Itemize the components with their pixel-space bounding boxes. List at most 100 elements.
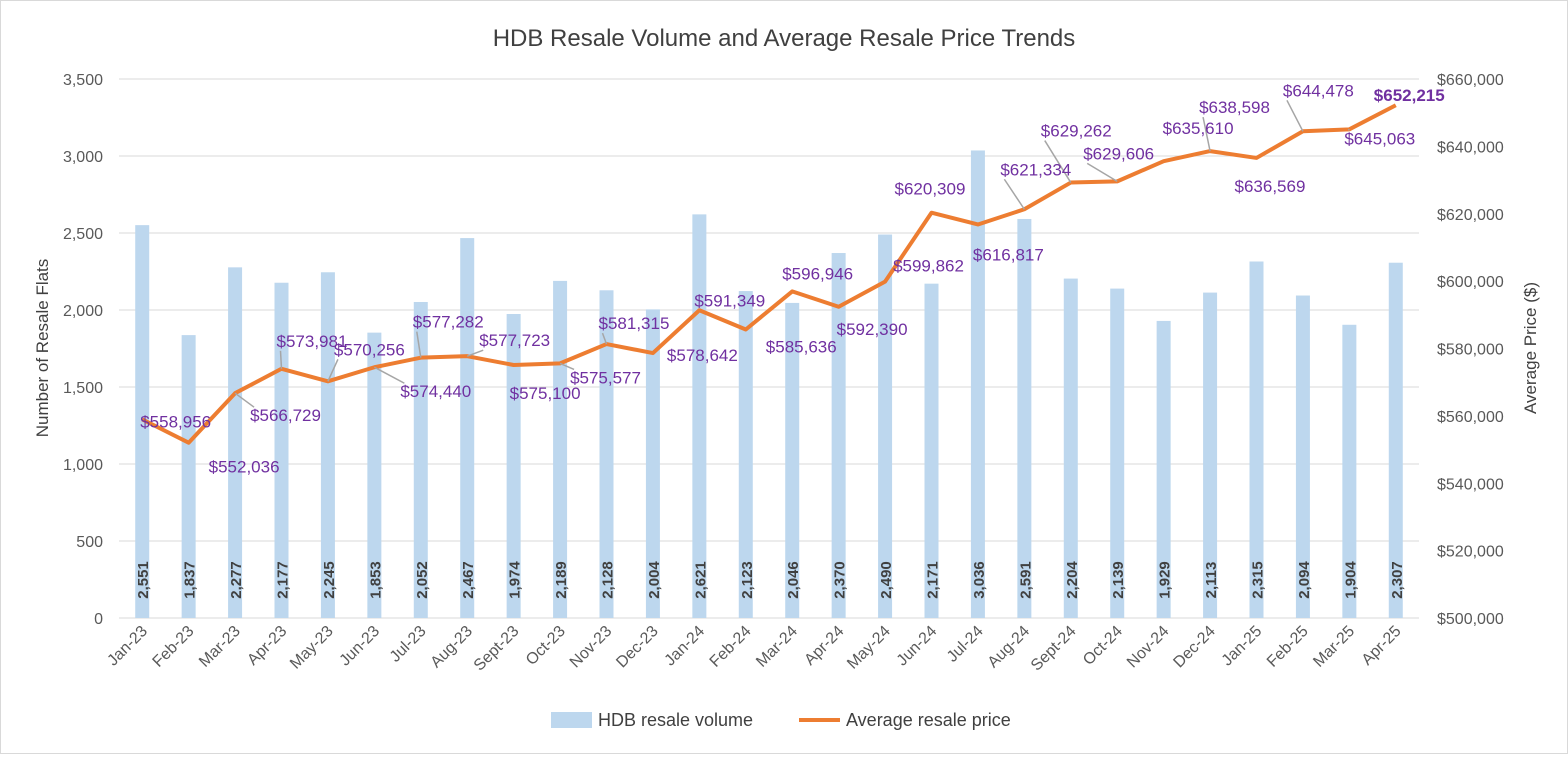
x-axis-tick-label: Mar-25	[1310, 623, 1358, 671]
volume-bar-label: 3,036	[971, 561, 988, 599]
left-axis-tick-label: 3,500	[63, 72, 103, 89]
volume-bar	[738, 291, 753, 618]
volume-bar	[506, 314, 521, 618]
price-label-leader	[1003, 178, 1025, 210]
price-data-label: $570,256	[334, 340, 405, 359]
price-label-leader	[327, 359, 339, 382]
price-data-label: $592,390	[837, 320, 908, 339]
price-data-label: $629,262	[1041, 122, 1112, 141]
x-axis-tick-label: Feb-23	[150, 623, 198, 671]
volume-bar	[367, 332, 382, 618]
right-axis-tick-label: $620,000	[1437, 207, 1504, 224]
x-axis-tick-label: Sept-23	[471, 623, 523, 675]
price-data-label: $573,981	[277, 332, 348, 351]
volume-bar-label: 2,113	[1203, 562, 1220, 599]
left-axis-tick-label: 2,000	[63, 303, 103, 320]
x-axis-tick-label: Mar-23	[196, 623, 244, 671]
volume-bar-label: 2,490	[878, 561, 895, 599]
legend-swatch-volume	[551, 712, 592, 728]
volume-bar	[1203, 292, 1218, 618]
x-axis-tick-label: Apr-23	[244, 623, 290, 669]
price-data-label: $635,610	[1163, 119, 1234, 138]
price-label-leader	[374, 366, 405, 384]
price-data-label: $566,729	[250, 406, 321, 425]
volume-bar-label: 2,315	[1250, 561, 1267, 599]
x-axis-tick-label: Oct-23	[523, 623, 569, 669]
left-axis-ticks: 0 500 1,000 1,500 2,000 2,500 3,000 3,500	[63, 72, 103, 628]
price-data-label: $574,440	[400, 382, 471, 401]
line-series	[141, 103, 1397, 445]
x-axis-tick-label: Jun-24	[894, 623, 941, 670]
price-label-leader	[1202, 116, 1211, 152]
volume-bar-label: 2,189	[553, 561, 570, 599]
x-axis-tick-label: Sept-24	[1028, 623, 1080, 675]
price-data-label: $629,606	[1083, 144, 1154, 163]
volume-bar-label: 2,139	[1110, 561, 1127, 599]
volume-bar	[1342, 324, 1357, 618]
price-data-label: $644,478	[1283, 81, 1354, 100]
volume-bar-label: 2,128	[600, 561, 617, 599]
volume-bar-label: 1,853	[367, 561, 384, 599]
volume-bar	[460, 238, 475, 618]
volume-bar-label: 2,123	[739, 561, 756, 599]
volume-bar-label: 2,094	[1296, 561, 1313, 599]
volume-bar	[831, 253, 846, 618]
x-axis-tick-label: Oct-24	[1080, 623, 1126, 669]
volume-bar	[1063, 278, 1078, 618]
price-data-label: $577,282	[413, 313, 484, 332]
price-data-label: $638,598	[1199, 98, 1270, 117]
price-data-label: $621,334	[1000, 160, 1071, 179]
volume-bar	[228, 267, 243, 618]
volume-bar	[181, 335, 196, 618]
volume-bar-label: 2,204	[1064, 561, 1081, 599]
x-axis-tick-label: Jan-25	[1219, 623, 1266, 670]
legend-label-volume: HDB resale volume	[598, 710, 753, 730]
price-label-leader	[1347, 128, 1350, 131]
left-axis-tick-label: 0	[94, 611, 103, 628]
price-label-leader	[1286, 99, 1304, 132]
legend-label-price: Average resale price	[846, 710, 1011, 730]
price-label-leader	[416, 331, 422, 358]
price-label-leader	[601, 332, 608, 345]
price-data-label: $581,315	[599, 314, 670, 333]
x-axis-tick-label: Dec-23	[613, 623, 662, 672]
x-axis-tick-label: Jul-23	[387, 623, 430, 666]
volume-bar	[320, 272, 335, 618]
volume-bar-label: 1,837	[182, 561, 199, 599]
left-axis-tick-label: 2,500	[63, 226, 103, 243]
volume-bar-label: 2,621	[692, 561, 709, 599]
volume-bar	[970, 150, 985, 618]
volume-bar	[1295, 295, 1310, 618]
volume-bar	[785, 302, 800, 618]
volume-bar-label: 2,052	[414, 561, 431, 599]
right-axis-tick-label: $540,000	[1437, 476, 1504, 493]
price-data-label: $596,946	[782, 264, 853, 283]
left-axis-tick-label: 3,000	[63, 149, 103, 166]
volume-bar	[1110, 288, 1125, 618]
volume-bar-label: 2,307	[1389, 561, 1406, 599]
leader-lines	[234, 99, 1350, 408]
right-axis-tick-label: $560,000	[1437, 409, 1504, 426]
legend: HDB resale volume Average resale price	[551, 710, 1011, 730]
volume-bar	[274, 282, 289, 618]
price-label-leader	[1044, 140, 1072, 183]
x-axis-tick-label: Jun-23	[337, 623, 384, 670]
right-axis-ticks: $500,000 $520,000 $540,000 $560,000 $580,000…	[1437, 72, 1504, 628]
price-data-label: $636,569	[1235, 177, 1306, 196]
volume-bar	[1249, 261, 1264, 618]
price-data-label: $652,215	[1374, 86, 1445, 105]
right-axis-tick-label: $500,000	[1437, 611, 1504, 628]
bar-series	[135, 150, 1403, 619]
price-label-leader	[559, 362, 575, 371]
volume-bar	[1017, 218, 1032, 618]
right-axis-tick-label: $580,000	[1437, 342, 1504, 359]
x-axis-tick-label: Feb-24	[707, 623, 755, 671]
price-data-label: $616,817	[973, 245, 1044, 264]
price-data-label: $558,956	[140, 412, 211, 431]
price-data-label: $599,862	[893, 257, 964, 276]
volume-bar	[413, 301, 428, 618]
price-data-label: $577,723	[479, 331, 550, 350]
x-axis-tick-label: Jan-24	[662, 623, 709, 670]
volume-bar	[692, 214, 707, 618]
